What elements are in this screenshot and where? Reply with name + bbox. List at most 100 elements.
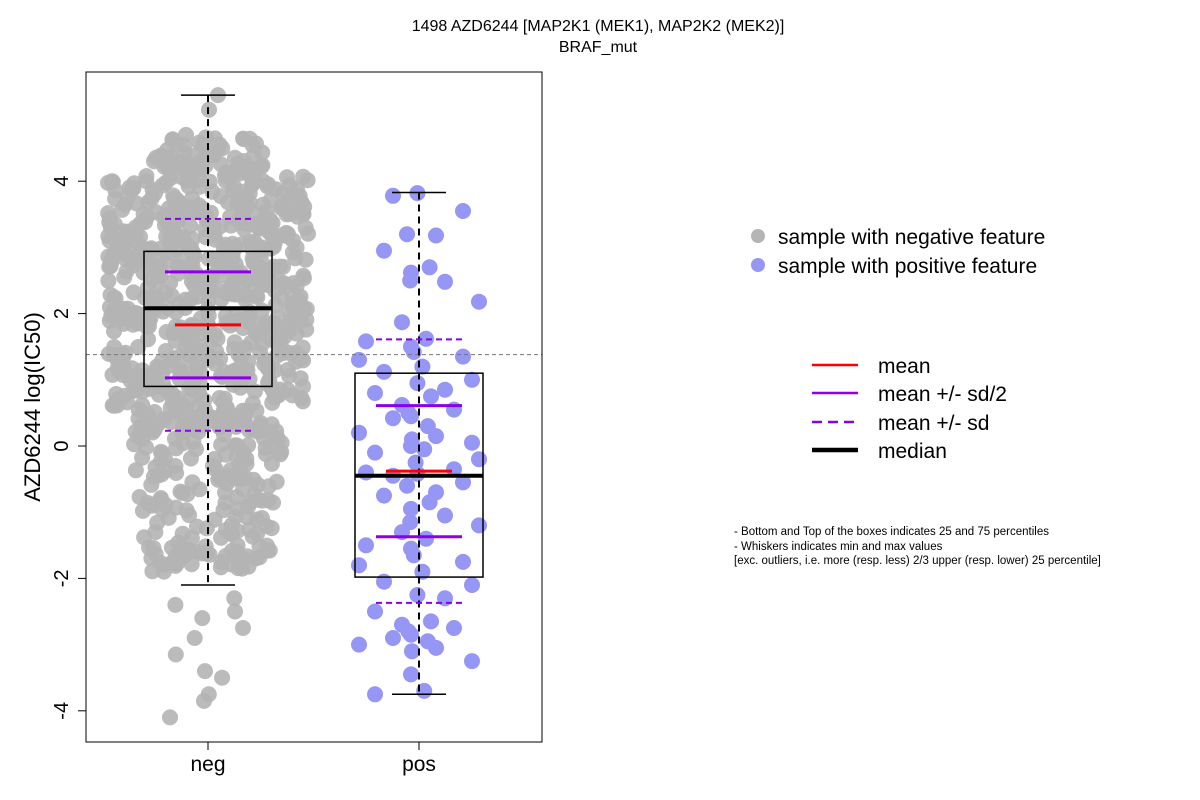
point-neg (270, 430, 286, 447)
point-neg (178, 126, 194, 143)
point-pos (402, 272, 419, 289)
point-pos (455, 553, 471, 570)
point-neg (213, 291, 230, 308)
point-pos (418, 530, 434, 547)
point-pos (464, 434, 480, 451)
point-pos (416, 441, 433, 458)
point-neg (129, 377, 146, 394)
point-neg (205, 410, 222, 427)
point-pos (414, 358, 431, 375)
point-neg (249, 423, 266, 440)
x-tick-label: neg (190, 753, 225, 776)
point-neg (134, 397, 151, 413)
point-neg (263, 455, 280, 472)
point-neg (284, 185, 301, 202)
point-neg (101, 232, 118, 249)
y-axis-label: AZD6244 log(IC50) (20, 312, 45, 502)
point-neg (165, 553, 182, 570)
note-line-1: - Bottom and Top of the boxes indicates … (734, 526, 1049, 538)
legend-point-label: sample with negative feature (778, 226, 1045, 249)
point-neg (249, 289, 266, 305)
x-tick-label: pos (402, 753, 436, 776)
note-line-2: - Whiskers indicates min and max values (734, 541, 943, 553)
point-pos (471, 293, 487, 310)
point-neg (174, 396, 191, 413)
point-pos (367, 385, 383, 401)
point-pos (399, 477, 415, 494)
box-plots (86, 94, 542, 695)
point-neg (226, 590, 243, 607)
point-pos (405, 547, 422, 564)
point-pos (399, 226, 415, 243)
point-pos (376, 573, 392, 590)
point-neg (243, 166, 259, 183)
point-neg (172, 347, 189, 364)
point-neg (223, 217, 239, 234)
point-neg (194, 610, 211, 627)
point-neg (244, 528, 261, 545)
point-neg (258, 203, 275, 220)
point-neg (100, 272, 117, 289)
point-neg (198, 209, 215, 225)
point-neg (216, 167, 233, 184)
y-tick-label: 4 (51, 176, 73, 187)
point-pos (351, 351, 367, 368)
point-neg (288, 325, 305, 342)
legend-point-marker (751, 229, 765, 243)
legend-line-label: mean +/- sd (878, 412, 989, 435)
point-neg (215, 502, 232, 519)
legend-line-label: mean (878, 355, 931, 378)
point-neg (234, 183, 251, 200)
point-pos (409, 587, 426, 603)
point-neg (138, 173, 155, 190)
point-neg (273, 345, 290, 362)
point-pos (455, 348, 471, 365)
point-neg (143, 550, 160, 567)
point-neg (196, 392, 213, 409)
point-neg (222, 278, 239, 295)
point-neg (162, 170, 179, 187)
point-pos (409, 375, 426, 392)
point-neg (127, 462, 144, 479)
point-neg (144, 563, 161, 580)
point-pos (437, 273, 453, 290)
axes: -4 -2 0 2 4 neg pos (51, 176, 436, 776)
point-neg (223, 251, 240, 268)
point-neg (157, 255, 174, 271)
point-pos (358, 333, 374, 350)
point-neg (202, 348, 219, 365)
chart-subtitle: BRAF_mut (558, 39, 638, 56)
point-neg (100, 345, 117, 362)
point-neg (261, 542, 278, 559)
point-pos (376, 242, 392, 259)
point-neg (157, 343, 174, 359)
point-neg (228, 448, 245, 465)
point-neg (108, 386, 125, 402)
point-pos (423, 613, 439, 630)
point-neg (130, 339, 147, 355)
point-neg (235, 620, 251, 636)
legend-line-label: median (878, 440, 947, 463)
point-neg (172, 362, 189, 379)
point-neg (214, 669, 231, 686)
point-neg (247, 550, 264, 567)
point-pos (455, 474, 471, 491)
point-pos (428, 227, 444, 244)
point-neg (182, 450, 199, 467)
point-pos (376, 487, 392, 504)
point-neg (127, 219, 144, 236)
point-neg (260, 376, 277, 393)
point-pos (385, 630, 401, 646)
point-neg (204, 183, 221, 200)
point-neg (186, 630, 203, 646)
point-pos (403, 438, 419, 454)
point-pos (367, 444, 383, 461)
point-neg (230, 266, 246, 283)
point-neg (246, 383, 263, 400)
point-neg (160, 509, 177, 526)
point-neg (234, 402, 251, 419)
point-neg (254, 144, 271, 161)
point-neg (115, 348, 132, 365)
point-pos (446, 461, 462, 478)
